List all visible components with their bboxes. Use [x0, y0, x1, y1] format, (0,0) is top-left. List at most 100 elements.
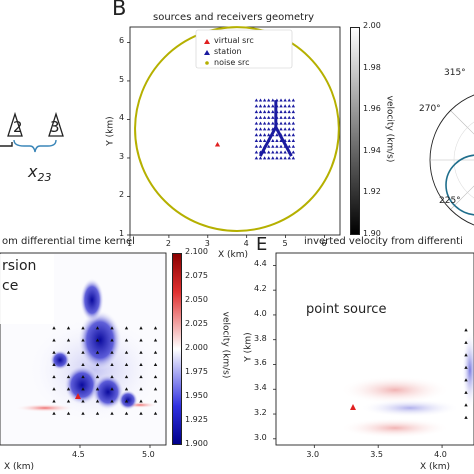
station-marker: [262, 133, 267, 137]
kernel-station-marker: [95, 375, 100, 379]
kernel-station-marker: [81, 350, 85, 354]
geometry-x-tick-label: 2: [165, 239, 171, 248]
kernel-station-marker: [95, 350, 100, 354]
inverted-x-tick-label: 3.5: [370, 450, 383, 459]
kernel-station-marker: [124, 375, 129, 379]
kernel-station-marker: [153, 387, 158, 391]
polar-tick-225: 225°: [439, 196, 461, 206]
station-marker: [258, 138, 263, 142]
station-marker: [283, 104, 287, 108]
station-marker: [279, 98, 283, 102]
station-marker: [283, 121, 287, 125]
polar-inner-ring: [453, 121, 474, 199]
station-marker: [267, 150, 271, 154]
kernel-colorbar-tick: 2.050: [185, 295, 208, 304]
geometry-xlabel: X (km): [218, 250, 249, 260]
station-marker: [254, 144, 259, 148]
station-marker: [267, 115, 271, 119]
station-marker: [287, 110, 291, 114]
station-marker: [283, 133, 287, 137]
panel-e-title: inverted velocity from differenti: [304, 236, 463, 247]
geometry-colorbar-tick: 2.00: [363, 21, 381, 30]
kernel-station-marker: [153, 338, 158, 342]
kernel-station-marker: [110, 399, 114, 403]
station-marker: [275, 138, 279, 142]
kernel-blue-core-4: [80, 278, 104, 322]
station-marker: [271, 110, 275, 114]
inverted-y-tick-label: 4.0: [254, 308, 267, 318]
kernel-station-marker: [139, 411, 143, 415]
legend-noise-src-icon: [205, 61, 209, 65]
station-marker: [271, 121, 275, 125]
inverted-station-marker: [464, 378, 468, 382]
kernel-colorbar: [172, 253, 182, 445]
station-marker: [258, 144, 263, 148]
panel-d-title: om differential time kernel: [2, 236, 135, 247]
kernel-station-marker: [66, 375, 71, 379]
kernel-station-marker: [95, 338, 100, 342]
station-marker: [291, 121, 296, 125]
station-marker: [287, 156, 291, 160]
legend-station-icon: [204, 50, 210, 55]
kernel-station-marker: [139, 362, 143, 366]
distance-label: x23: [28, 162, 52, 185]
station-marker: [254, 138, 259, 142]
station-marker: [287, 104, 291, 108]
station-marker: [258, 127, 263, 131]
node-3-label: 3: [50, 118, 60, 136]
polar-tick-270: 270°: [419, 104, 441, 114]
inverted-axes-frame: [275, 252, 474, 446]
kernel-station-marker: [139, 326, 143, 330]
station-marker: [275, 144, 279, 148]
inverted-xlabel: X (km): [420, 462, 451, 472]
kernel-station-marker: [81, 387, 85, 391]
kernel-station-marker: [110, 387, 114, 391]
station-marker: [279, 144, 283, 148]
polar-pattern-curve: [445, 154, 474, 216]
kernel-station-marker: [110, 362, 114, 366]
station-marker: [271, 138, 275, 142]
kernel-blue-core-1: [78, 310, 122, 370]
station-marker: [254, 127, 259, 131]
station-marker: [291, 115, 296, 119]
inverted-point-source-label: point source: [306, 302, 387, 317]
station-marker: [291, 156, 296, 160]
kernel-station-marker: [52, 399, 56, 403]
kernel-station-marker: [139, 350, 143, 354]
kernel-colorbar-tick: 2.025: [185, 319, 208, 328]
kernel-station-marker: [153, 350, 158, 354]
inverted-y-tick-label: 3.8: [254, 333, 267, 343]
kernel-blue-core-2: [64, 365, 100, 405]
station-marker: [283, 127, 287, 131]
kernel-station-marker: [95, 399, 100, 403]
station-marker: [291, 104, 296, 108]
station-marker: [271, 144, 275, 148]
legend-virtual-src-label: virtual src: [214, 36, 254, 45]
station-marker: [283, 156, 287, 160]
kernel-x-tick-label: 5.0: [142, 450, 155, 459]
kernel-station-marker: [52, 411, 56, 415]
station-marker: [258, 121, 263, 125]
station-marker: [267, 98, 271, 102]
station-marker: [287, 127, 291, 131]
node-3-triangle: [48, 111, 64, 137]
station-marker: [267, 127, 271, 131]
inverted-y-tick-label: 4.4: [254, 259, 267, 269]
node-2-triangle: [7, 111, 23, 137]
kernel-station-marker: [95, 411, 100, 415]
kernel-station-marker: [110, 350, 114, 354]
kernel-station-marker: [110, 338, 114, 342]
station-marker: [267, 104, 271, 108]
station-marker: [279, 115, 283, 119]
geometry-colorbar-tick: 1.90: [363, 229, 381, 238]
kernel-station-marker: [95, 362, 100, 366]
station-marker: [275, 133, 279, 137]
kernel-colorbar-tick: 1.975: [185, 367, 208, 376]
station-marker: [254, 104, 259, 108]
inverted-ylabel: Y (km): [243, 332, 254, 362]
kernel-station-marker: [66, 350, 71, 354]
inverted-x-tick-label: 3.0: [306, 450, 320, 459]
